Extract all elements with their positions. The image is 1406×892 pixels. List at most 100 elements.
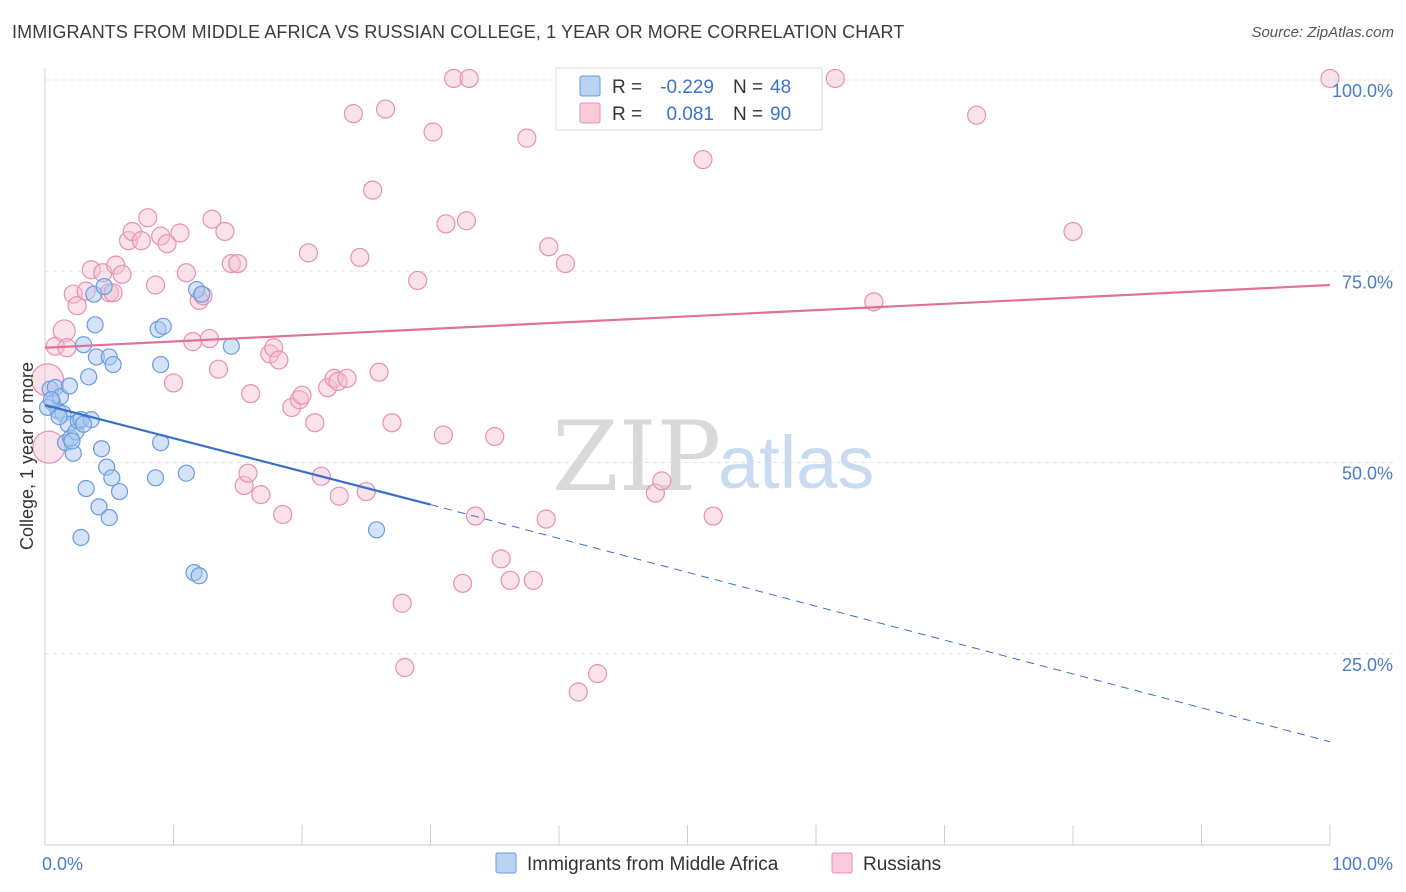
russians-point bbox=[703, 506, 723, 526]
x-tick-label: 0.0% bbox=[42, 854, 83, 874]
legend-label-russians: Russians bbox=[863, 854, 941, 875]
middle-africa-point bbox=[77, 479, 95, 498]
russians-point bbox=[176, 263, 196, 283]
x-tick-label: 100.0% bbox=[1332, 854, 1393, 874]
legend-r-value-blue: -0.229 bbox=[660, 77, 714, 98]
russians-points bbox=[30, 68, 1340, 702]
russians-point bbox=[1063, 221, 1083, 242]
russians-point bbox=[523, 570, 543, 590]
legend-n-label: N = bbox=[733, 77, 763, 98]
legend-swatch-pink bbox=[579, 102, 601, 124]
russians-point bbox=[587, 664, 608, 684]
russians-point bbox=[273, 504, 293, 525]
russians-point bbox=[208, 359, 229, 379]
legend-swatch-blue bbox=[579, 75, 601, 97]
russians-point bbox=[444, 68, 464, 89]
legend-label-middle-africa: Immigrants from Middle Africa bbox=[527, 854, 779, 875]
russians-point bbox=[228, 254, 248, 274]
russians-point bbox=[298, 243, 319, 263]
russians-point bbox=[967, 105, 987, 125]
russians-point bbox=[264, 338, 284, 358]
watermark: ZIP atlas bbox=[552, 401, 874, 513]
russians-point bbox=[305, 413, 325, 433]
russians-point bbox=[369, 362, 389, 382]
russians-point bbox=[392, 593, 412, 613]
russians-point bbox=[500, 570, 520, 590]
russians-point bbox=[395, 657, 415, 678]
middle-africa-point bbox=[154, 317, 172, 335]
russians-point bbox=[568, 682, 588, 702]
russians-point bbox=[517, 128, 537, 148]
y-axis-title: College, 1 year or more bbox=[17, 362, 37, 550]
y-tick-label: 75.0% bbox=[1342, 272, 1393, 292]
middle-africa-point bbox=[367, 521, 386, 539]
russians-point bbox=[131, 231, 151, 251]
watermark-zip: ZIP bbox=[552, 401, 721, 513]
russians-point bbox=[202, 209, 222, 229]
russians-point bbox=[241, 384, 261, 404]
middle-africa-point bbox=[146, 469, 165, 487]
legend-swatch-middle-africa bbox=[495, 852, 517, 874]
russians-point bbox=[363, 180, 383, 200]
middle-africa-point bbox=[80, 368, 98, 386]
y-tick-label: 50.0% bbox=[1342, 464, 1393, 484]
russians-point bbox=[436, 214, 456, 234]
russians-point bbox=[453, 573, 473, 593]
russians-point bbox=[539, 237, 559, 257]
middle-africa-point bbox=[86, 316, 104, 334]
y-tick-label: 100.0% bbox=[1332, 81, 1393, 101]
watermark-atlas: atlas bbox=[718, 421, 874, 504]
middle-africa-point bbox=[152, 355, 170, 374]
legend-r-label: R = bbox=[612, 77, 642, 98]
middle-africa-point bbox=[60, 377, 79, 395]
russians-point bbox=[350, 247, 370, 268]
russians-point bbox=[251, 485, 271, 505]
series-legend: Immigrants from Middle Africa Russians bbox=[495, 852, 941, 875]
russians-point bbox=[329, 486, 349, 506]
middle-africa-point bbox=[90, 498, 108, 516]
russians-point bbox=[555, 254, 576, 274]
russians-point bbox=[382, 413, 402, 433]
russians-point bbox=[825, 68, 845, 89]
grid-lines bbox=[45, 79, 1395, 655]
middle-africa-trend-line bbox=[44, 404, 431, 506]
middle-africa-point bbox=[110, 482, 129, 501]
russians-point bbox=[1320, 68, 1340, 89]
russians-point bbox=[491, 549, 511, 569]
russians-point bbox=[456, 211, 477, 231]
russians-point bbox=[343, 104, 363, 124]
russians-point bbox=[693, 149, 713, 170]
y-tick-label: 25.0% bbox=[1342, 655, 1393, 675]
russians-point bbox=[423, 122, 443, 142]
middle-africa-point bbox=[100, 508, 118, 527]
russians-point bbox=[375, 99, 396, 119]
legend-n-value-pink: 90 bbox=[770, 104, 791, 125]
russians-point bbox=[112, 264, 132, 284]
legend-n-label: N = bbox=[733, 104, 763, 125]
russians-point bbox=[221, 254, 241, 274]
russians-point bbox=[238, 463, 258, 483]
middle-africa-point bbox=[72, 528, 90, 547]
trend-lines bbox=[44, 283, 1331, 743]
correlation-legend: R = -0.229 N = 48 R = 0.081 N = 90 bbox=[555, 67, 823, 131]
russians-point bbox=[652, 471, 672, 491]
russians-point bbox=[282, 397, 302, 418]
russians-point bbox=[234, 475, 254, 496]
russians-point bbox=[269, 350, 289, 370]
russians-point bbox=[459, 68, 479, 89]
middle-africa-trend-extension bbox=[430, 504, 1331, 743]
middle-africa-point bbox=[74, 415, 93, 433]
middle-africa-point bbox=[92, 440, 111, 458]
y-tick-labels: 25.0% 50.0% 75.0% 100.0% bbox=[1332, 81, 1393, 675]
russians-point bbox=[170, 223, 190, 243]
legend-r-value-pink: 0.081 bbox=[666, 104, 714, 125]
russians-point bbox=[337, 368, 357, 388]
russians-point bbox=[81, 260, 101, 280]
middle-africa-point bbox=[177, 464, 195, 482]
chart-source: Source: ZipAtlas.com bbox=[1251, 24, 1394, 41]
middle-africa-point bbox=[95, 277, 113, 296]
x-tick-labels: 0.0% 100.0% bbox=[42, 854, 1393, 874]
russians-point bbox=[536, 509, 556, 529]
axes bbox=[44, 68, 1331, 846]
